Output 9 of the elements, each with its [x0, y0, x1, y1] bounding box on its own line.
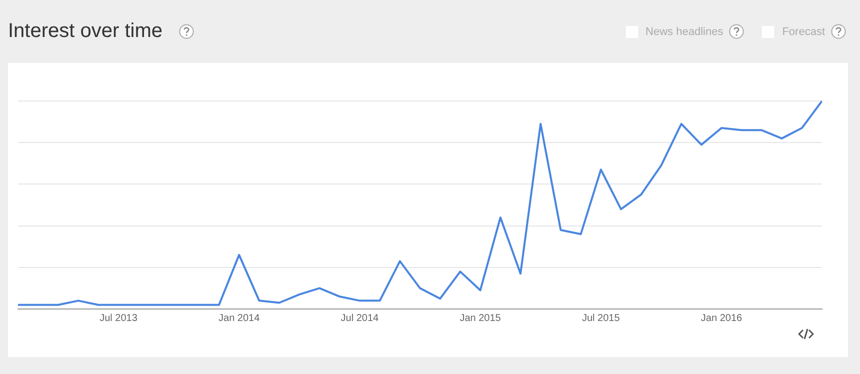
- x-tick-label: Jul 2015: [582, 312, 620, 324]
- text: Forecast: [782, 26, 825, 38]
- chart-title: Interest over time: [8, 20, 163, 42]
- x-tick-label: Jan 2016: [700, 312, 743, 324]
- x-tick-label: Jul 2013: [100, 312, 138, 324]
- x-tick-label: Jan 2015: [460, 312, 502, 324]
- x-tick-label: Jul 2014: [340, 312, 380, 324]
- text: News headlines: [646, 26, 724, 38]
- x-tick-label: Jan 2014: [218, 312, 260, 324]
